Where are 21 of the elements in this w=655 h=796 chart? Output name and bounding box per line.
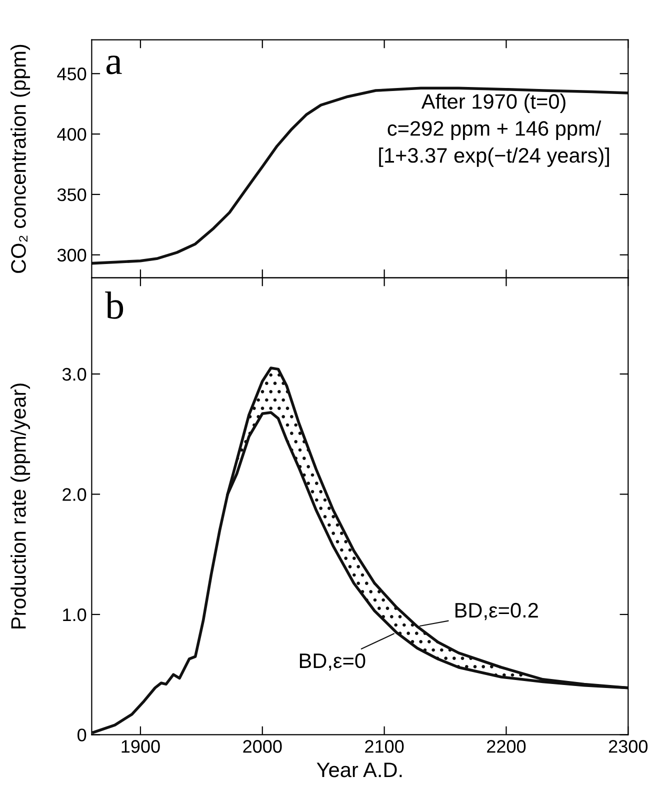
annotation: b bbox=[105, 292, 124, 319]
y-tick-label: 0 bbox=[78, 728, 86, 742]
x-tick-label: 2300 bbox=[608, 740, 648, 753]
x-tick-label: 2100 bbox=[365, 740, 404, 753]
y-axis-title: Production rate (ppm/year) bbox=[10, 384, 30, 628]
y-tick-label: 450 bbox=[57, 68, 86, 80]
y-tick-label: 2.0 bbox=[62, 488, 86, 501]
y-tick-label: 350 bbox=[57, 188, 86, 202]
y-axis-title: CO₂ concentration (ppm) bbox=[10, 44, 30, 273]
x-tick-label: 1900 bbox=[122, 740, 160, 753]
y-tick-label: 3.0 bbox=[62, 368, 86, 381]
x-tick-label: 2000 bbox=[243, 740, 282, 753]
y-tick-label: 400 bbox=[57, 128, 86, 141]
annotation: a bbox=[106, 56, 122, 74]
x-tick-label: 2200 bbox=[487, 740, 526, 753]
annotation: After 1970 (t=0) c=292 ppm + 146 ppm/ [1+3.37 exp(−t/24 years)] bbox=[379, 94, 609, 167]
legend-label: BD,ε=0.2 bbox=[456, 602, 538, 620]
x-axis-title: Year A.D. bbox=[316, 762, 402, 778]
y-tick-label: 300 bbox=[57, 248, 86, 262]
y-tick-label: 1.0 bbox=[63, 608, 86, 622]
series-label: BD,ε=0 bbox=[300, 653, 366, 671]
